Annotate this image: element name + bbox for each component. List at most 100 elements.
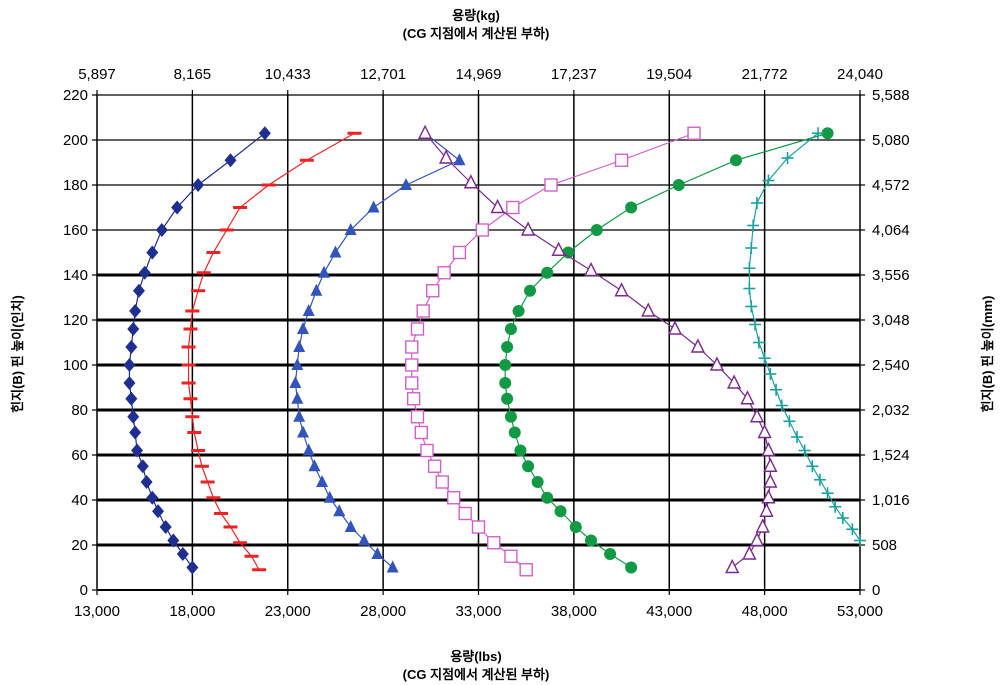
series-2 [181,131,362,572]
data-point-plus [750,197,763,209]
data-point-diamond [258,126,271,141]
data-point-open-square [414,425,428,440]
data-point-open-triangle [520,221,536,236]
data-point-circle [499,359,512,371]
y-tick-label-left: 60 [71,447,88,464]
top-axis-title-line2: (CG 지점에서 계산된 부하) [403,26,550,41]
data-point-plus [749,318,762,331]
data-point-open-triangle [763,473,778,488]
data-point-diamond [186,560,199,575]
data-point-open-square [410,322,425,336]
data-point-open-square [519,563,533,577]
data-point-open-square [458,506,472,521]
data-point-triangle [358,533,371,546]
y-tick-label-left: 140 [63,267,88,284]
data-point-circle [514,444,527,457]
x-tick-label-bottom: 48,000 [742,603,788,620]
x-tick-label-bottom: 18,000 [169,603,215,620]
data-point-open-square [435,475,449,489]
data-point-open-square [471,520,486,534]
data-point-triangle [302,443,315,456]
series-line [424,132,771,568]
data-point-triangle [344,520,357,532]
data-point-open-triangle [757,423,772,439]
x-tick-label-bottom: 33,000 [456,603,502,620]
data-point-triangle [316,475,329,487]
data-point-diamond [123,376,136,390]
data-point-triangle [289,376,302,388]
data-point-open-triangle [742,545,757,560]
x-tick-label-bottom: 13,000 [74,603,120,620]
series-6 [417,124,778,574]
data-point-triangle [386,560,399,573]
data-point-open-triangle [709,356,725,371]
y-tick-label-right: 2,540 [872,357,910,374]
data-point-diamond [146,245,159,260]
data-point-diamond [171,200,184,215]
data-point-circle [524,284,537,297]
data-point-open-square [405,358,419,372]
y-tick-label-right: 4,572 [872,177,910,194]
y-tick-label-left: 200 [63,132,88,149]
data-point-open-triangle [749,408,765,423]
data-point-open-triangle [667,320,683,335]
data-point-open-triangle [761,489,776,504]
data-point-open-square [447,491,461,505]
data-point-plus [854,534,866,547]
x-tick-label-top: 24,040 [837,66,883,83]
data-point-circle [569,521,582,533]
tick-labels: 13,000 18,000 23,000 28,000 33,000 38,000 43,0… [63,66,910,620]
data-point-plus [743,262,756,275]
data-point-plus [783,415,796,428]
data-point-plus [743,282,756,295]
y-tick-label-left: 120 [63,312,88,329]
data-point-triangle [333,504,346,517]
x-tick-label-top: 8,165 [174,66,212,83]
data-point-plus [781,152,794,164]
data-point-circle [541,266,554,279]
data-point-circle [508,426,521,439]
x-tick-label-bottom: 53,000 [837,603,883,620]
data-point-circle [730,154,743,167]
data-point-triangle [293,340,306,352]
data-point-circle [512,305,525,317]
y-tick-label-left: 80 [71,402,88,419]
data-point-circle [625,561,638,574]
series-5 [499,127,834,574]
data-point-diamond [159,520,172,534]
top-axis-title-line1: 용량(kg) [452,8,500,23]
plot-frame [92,90,865,595]
data-point-open-triangle [763,457,778,472]
data-point-plus [747,219,760,232]
data-point-open-triangle [749,531,765,547]
data-point-diamond [123,358,136,372]
data-point-triangle [367,200,380,213]
data-point-diamond [176,547,189,561]
series-line [187,132,355,571]
bottom-axis-title-line1: 용량(lbs) [450,649,501,664]
data-point-open-triangle [690,338,705,353]
data-point-plus [758,352,771,365]
x-tick-label-bottom: 38,000 [551,603,597,620]
data-point-circle [604,548,617,560]
data-point-diamond [140,475,153,489]
series-line [294,132,461,568]
data-point-triangle [400,178,413,190]
data-point-open-square [614,153,629,167]
data-point-plus [745,300,758,313]
y-tick-label-left: 160 [63,222,88,239]
y-tick-label-right: 4,064 [872,222,910,239]
data-point-circle [585,534,598,547]
x-tick-label-bottom: 23,000 [265,603,311,620]
x-tick-label-top: 14,969 [456,66,502,83]
x-tick-label-top: 19,504 [646,66,692,83]
data-point-open-square [544,178,558,192]
data-point-plus [846,523,859,536]
data-point-plus [770,383,783,396]
y-tick-label-right: 1,016 [872,492,910,509]
data-point-diamond [138,265,151,280]
data-point-diamond [152,504,165,519]
x-tick-label-top: 10,433 [265,66,311,83]
data-point-circle [501,341,514,353]
data-point-open-square [420,443,434,458]
